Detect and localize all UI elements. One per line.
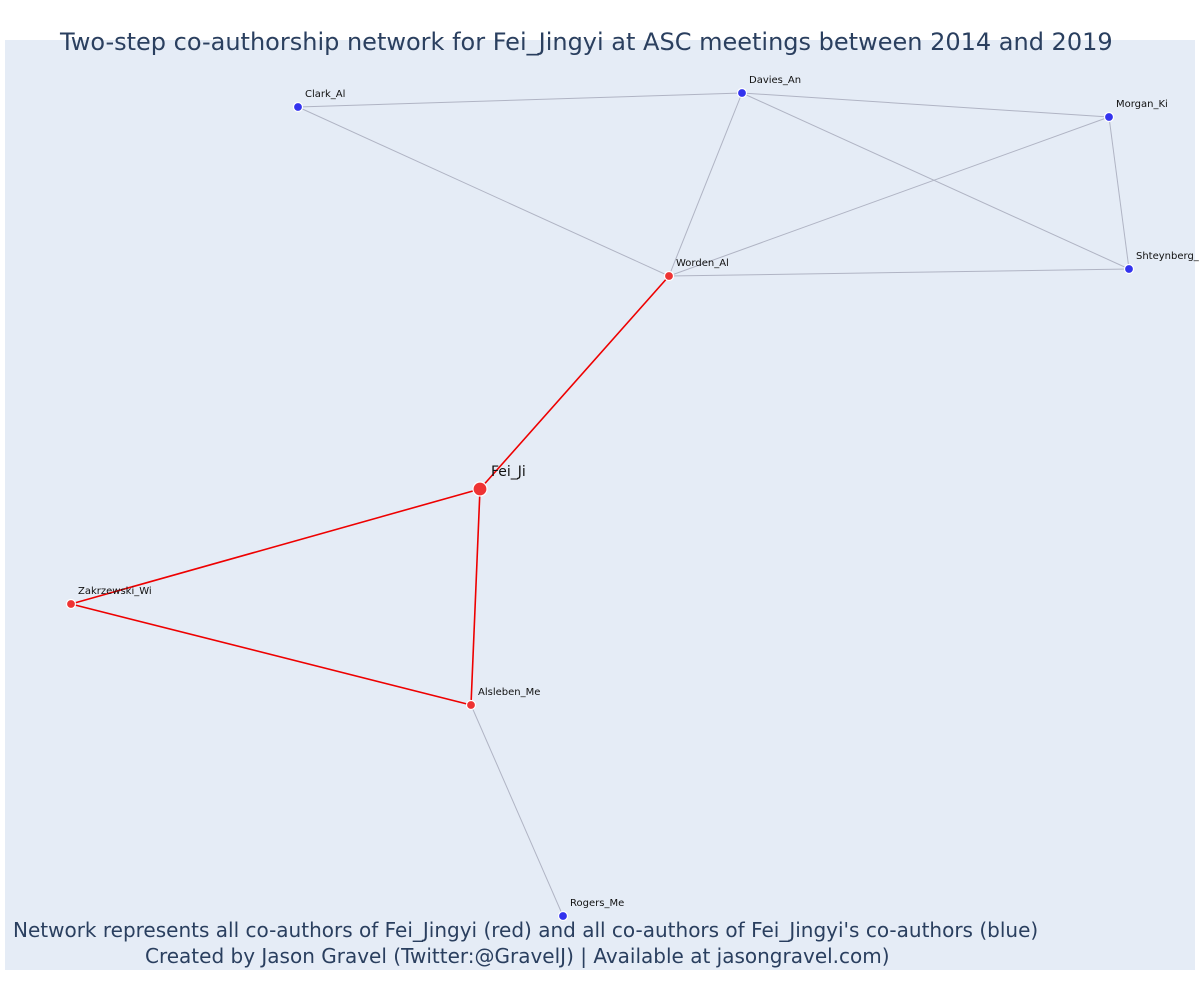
node-label-Zakrzewski_Wi: Zakrzewski_Wi (78, 586, 152, 597)
edge-Davies_An-Morgan_Ki (741, 92, 1110, 118)
node-label-Davies_An: Davies_An (749, 75, 801, 86)
edge-Worden_Al-Shteynberg_ (668, 268, 1130, 277)
edge-Worden_Al-Morgan_Ki (668, 116, 1110, 277)
node-label-Clark_Al: Clark_Al (305, 89, 345, 100)
labels-layer: Fei_Ji Worden_Al Zakrzewski_Wi Alsleben_Me C… (78, 75, 1200, 909)
node-Davies_An[interactable] (736, 87, 748, 99)
edge-Fei_Ji-Alsleben_Me (470, 488, 481, 706)
node-label-Rogers_Me: Rogers_Me (570, 898, 624, 909)
node-Alsleben_Me[interactable] (465, 699, 477, 711)
edge-Zakrzewski_Wi-Alsleben_Me (70, 603, 472, 706)
node-Clark_Al[interactable] (292, 101, 304, 113)
node-Worden_Al[interactable] (663, 270, 675, 282)
edge-Davies_An-Shteynberg_ (741, 92, 1130, 270)
edges-layer (70, 92, 1130, 917)
node-Shteynberg_[interactable] (1123, 263, 1135, 275)
node-label-Morgan_Ki: Morgan_Ki (1116, 99, 1168, 110)
footer-credit: Created by Jason Gravel (Twitter:@Gravel… (145, 944, 890, 968)
edge-Clark_Al-Davies_An (297, 92, 743, 108)
plot-area (5, 40, 1195, 970)
chart-title: Two-step co-authorship network for Fei_J… (60, 28, 1113, 56)
node-label-Shteynberg_: Shteynberg_ (1136, 251, 1200, 262)
edge-Morgan_Ki-Shteynberg_ (1108, 116, 1130, 270)
node-Zakrzewski_Wi[interactable] (65, 598, 77, 610)
edge-Fei_Ji-Worden_Al (479, 275, 670, 490)
node-Fei_Ji[interactable] (472, 481, 488, 497)
nodes-layer (65, 87, 1135, 922)
edge-Alsleben_Me-Rogers_Me (470, 704, 564, 917)
edge-Fei_Ji-Zakrzewski_Wi (70, 488, 481, 605)
node-label-Alsleben_Me: Alsleben_Me (478, 687, 540, 698)
node-Rogers_Me[interactable] (557, 910, 569, 922)
node-Morgan_Ki[interactable] (1103, 111, 1115, 123)
node-label-Worden_Al: Worden_Al (676, 258, 729, 269)
footer-note: Network represents all co-authors of Fei… (13, 918, 1039, 942)
node-label-Fei_Ji: Fei_Ji (491, 464, 526, 480)
edge-Worden_Al-Clark_Al (297, 106, 670, 277)
edge-Worden_Al-Davies_An (668, 92, 743, 277)
